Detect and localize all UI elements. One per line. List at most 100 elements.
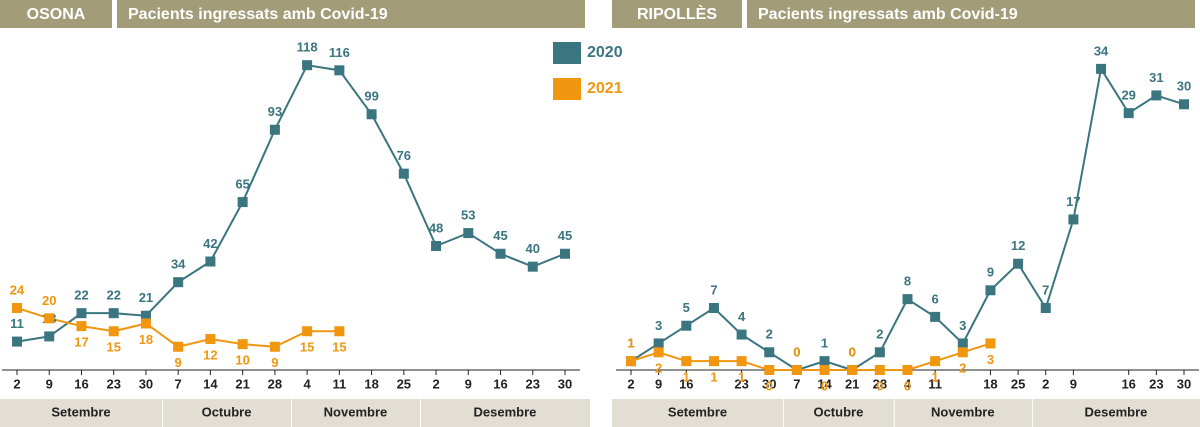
x-tick-label: 2	[432, 376, 439, 391]
data-label: 20	[42, 293, 56, 308]
point	[302, 326, 313, 337]
point	[985, 338, 996, 349]
point	[560, 248, 570, 259]
data-label: 8	[904, 274, 911, 289]
point	[1040, 303, 1051, 313]
data-label: 17	[1066, 194, 1080, 209]
month-band	[292, 399, 420, 427]
x-tick-label: 18	[983, 376, 997, 391]
point	[334, 326, 345, 337]
data-label: 11	[10, 316, 24, 331]
point	[269, 341, 280, 352]
data-label: 0	[849, 344, 856, 359]
month-band	[420, 399, 590, 427]
point	[108, 326, 119, 337]
data-label: 17	[74, 335, 88, 350]
x-tick-label: 30	[1177, 376, 1191, 391]
point	[237, 339, 248, 350]
point	[819, 356, 830, 367]
x-tick-label: 21	[235, 376, 249, 391]
x-tick-label: 23	[526, 376, 540, 391]
data-label: 7	[710, 282, 717, 297]
legend-swatch	[553, 42, 581, 64]
month-label: Desembre	[1085, 404, 1148, 419]
x-tick-label: 7	[175, 376, 182, 391]
data-label: 42	[203, 236, 217, 251]
x-tick-label: 30	[558, 376, 572, 391]
point	[819, 365, 830, 375]
data-label: 1	[710, 370, 717, 385]
point	[12, 336, 22, 347]
data-label: 22	[106, 288, 120, 303]
month-band	[784, 399, 894, 427]
series-line	[630, 66, 1185, 372]
point	[847, 365, 858, 375]
point	[1068, 214, 1079, 225]
point	[12, 303, 22, 313]
data-label: 118	[297, 40, 318, 55]
data-label: 22	[74, 288, 88, 303]
x-tick-label: 11	[928, 376, 942, 391]
data-label: 2	[959, 361, 966, 376]
x-tick-label: 30	[762, 376, 776, 391]
header-region-bg	[612, 0, 742, 28]
data-label: 9	[175, 355, 182, 370]
x-tick-label: 16	[679, 376, 693, 391]
series-line	[16, 64, 566, 343]
header-region-bg	[0, 0, 112, 28]
point	[431, 241, 442, 251]
data-label: 3	[655, 318, 662, 333]
data-label: 0	[793, 344, 800, 359]
x-tick-label: 28	[268, 376, 282, 391]
x-tick-label: 30	[139, 376, 153, 391]
data-label: 0	[849, 344, 856, 359]
data-label: 99	[364, 89, 378, 104]
x-tick-label: 16	[1121, 376, 1135, 391]
data-label: 24	[10, 282, 25, 297]
x-tick-label: 18	[364, 376, 378, 391]
data-label: 0	[793, 344, 800, 359]
data-label: 7	[1042, 282, 1049, 297]
point	[205, 334, 216, 344]
x-tick-label: 23	[734, 376, 748, 391]
data-label: 0	[904, 378, 911, 393]
x-tick-label: 14	[817, 376, 832, 391]
series-line	[16, 307, 340, 348]
point	[902, 365, 913, 375]
month-label: Octubre	[813, 404, 863, 419]
data-label: 10	[235, 353, 249, 368]
x-tick-label: 4	[904, 376, 912, 391]
region-name: RIPOLLÈS	[637, 4, 717, 23]
data-label: 93	[268, 104, 282, 119]
point	[269, 124, 280, 135]
data-label: 3	[987, 352, 994, 367]
point	[708, 303, 719, 313]
point	[764, 347, 775, 358]
data-label: 76	[397, 148, 411, 163]
x-tick-label: 25	[1011, 376, 1025, 391]
point	[708, 356, 719, 367]
point	[736, 329, 747, 340]
point	[366, 109, 377, 120]
data-label: 12	[203, 347, 217, 362]
data-label: 21	[139, 290, 153, 305]
point	[1151, 90, 1162, 101]
data-label: 45	[558, 228, 572, 243]
x-tick-label: 11	[332, 376, 346, 391]
point	[930, 311, 941, 322]
month-label: Setembre	[668, 404, 727, 419]
data-label: 5	[683, 300, 690, 315]
x-tick-label: 25	[397, 376, 411, 391]
data-label: 2	[655, 361, 662, 376]
point	[874, 365, 885, 375]
point	[44, 331, 55, 342]
month-band	[894, 399, 1032, 427]
x-tick-label: 9	[1070, 376, 1077, 391]
point	[681, 356, 692, 367]
data-label: 2	[766, 327, 773, 342]
data-label: 0	[766, 378, 773, 393]
point	[76, 321, 87, 332]
point	[76, 308, 87, 319]
legend-label: 2020	[587, 44, 623, 61]
